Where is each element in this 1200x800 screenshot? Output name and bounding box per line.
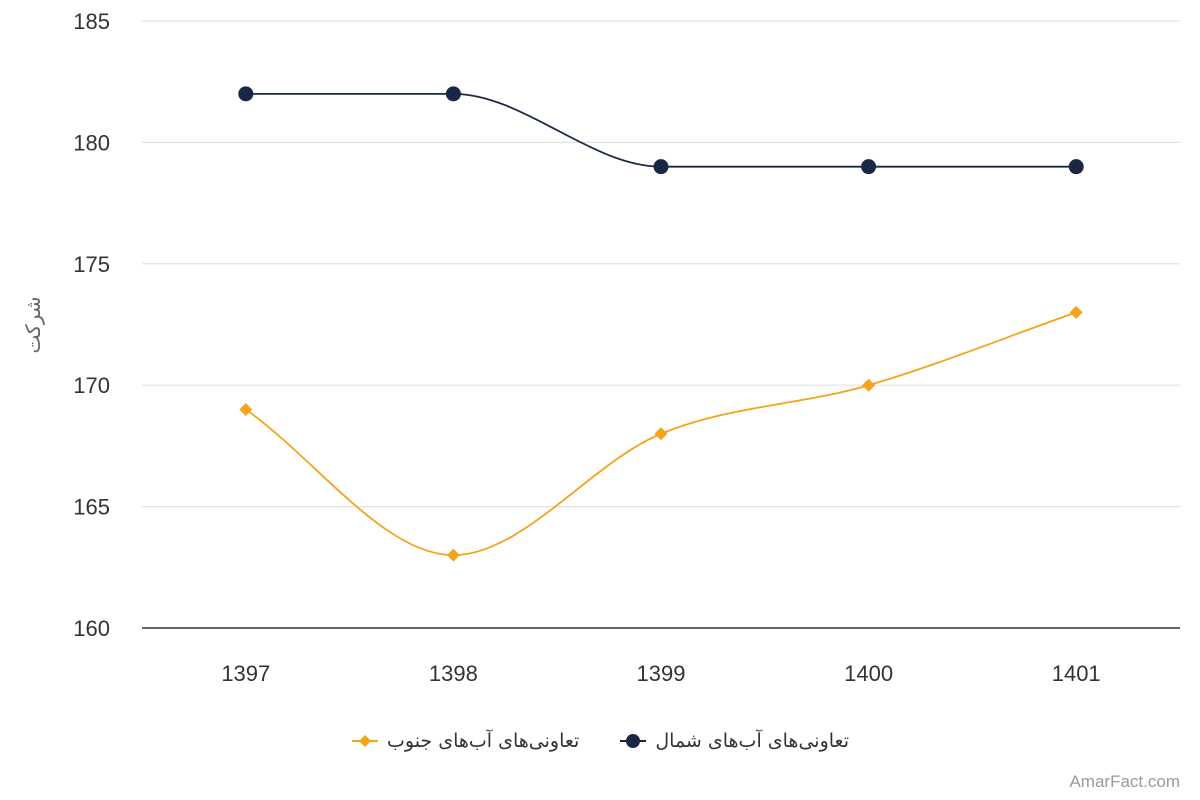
legend-item-north[interactable]: تعاونی‌های آب‌های شمال [619, 730, 849, 752]
x-tick-label: 1400 [844, 661, 893, 686]
watermark: AmarFact.com [1069, 772, 1180, 791]
circle-icon [620, 734, 647, 748]
y-axis-label: شرکت [21, 297, 45, 354]
legend-label-south: تعاونی‌های آب‌های جنوب [387, 730, 580, 752]
series-line-0 [245, 92, 1077, 168]
x-tick-label: 1401 [1052, 661, 1101, 686]
y-tick-label: 175 [73, 252, 110, 277]
data-point[interactable] [446, 548, 460, 562]
y-tick-label: 160 [73, 616, 110, 641]
data-point[interactable] [445, 86, 461, 102]
data-point[interactable] [1069, 305, 1083, 319]
data-point[interactable] [239, 402, 253, 416]
legend: تعاونی‌های آب‌های جنوب تعاونی‌های آب‌های… [0, 726, 1200, 756]
diamond-icon [352, 735, 378, 747]
y-tick-label: 165 [73, 495, 110, 520]
gridlines [142, 20, 1180, 629]
y-tick-label: 180 [73, 130, 110, 155]
y-tick-label: 170 [73, 373, 110, 398]
data-point[interactable] [861, 159, 877, 175]
data-point[interactable] [654, 427, 668, 441]
y-axis-ticks: 160 165 170 175 180 185 [73, 9, 110, 641]
x-tick-label: 1398 [429, 661, 478, 686]
legend-label-north: تعاونی‌های آب‌های شمال [655, 730, 849, 752]
x-tick-label: 1397 [221, 661, 270, 686]
data-point[interactable] [653, 159, 669, 175]
x-tick-label: 1399 [637, 661, 686, 686]
data-point[interactable] [238, 86, 254, 102]
legend-item-south[interactable]: تعاونی‌های آب‌های جنوب [351, 730, 579, 752]
data-point[interactable] [862, 378, 876, 392]
y-tick-label: 185 [73, 9, 110, 34]
data-point[interactable] [1068, 159, 1084, 175]
series-markers [238, 86, 1084, 562]
series-line-1 [245, 311, 1077, 557]
x-axis-ticks: 1397 1398 1399 1400 1401 [221, 661, 1100, 686]
